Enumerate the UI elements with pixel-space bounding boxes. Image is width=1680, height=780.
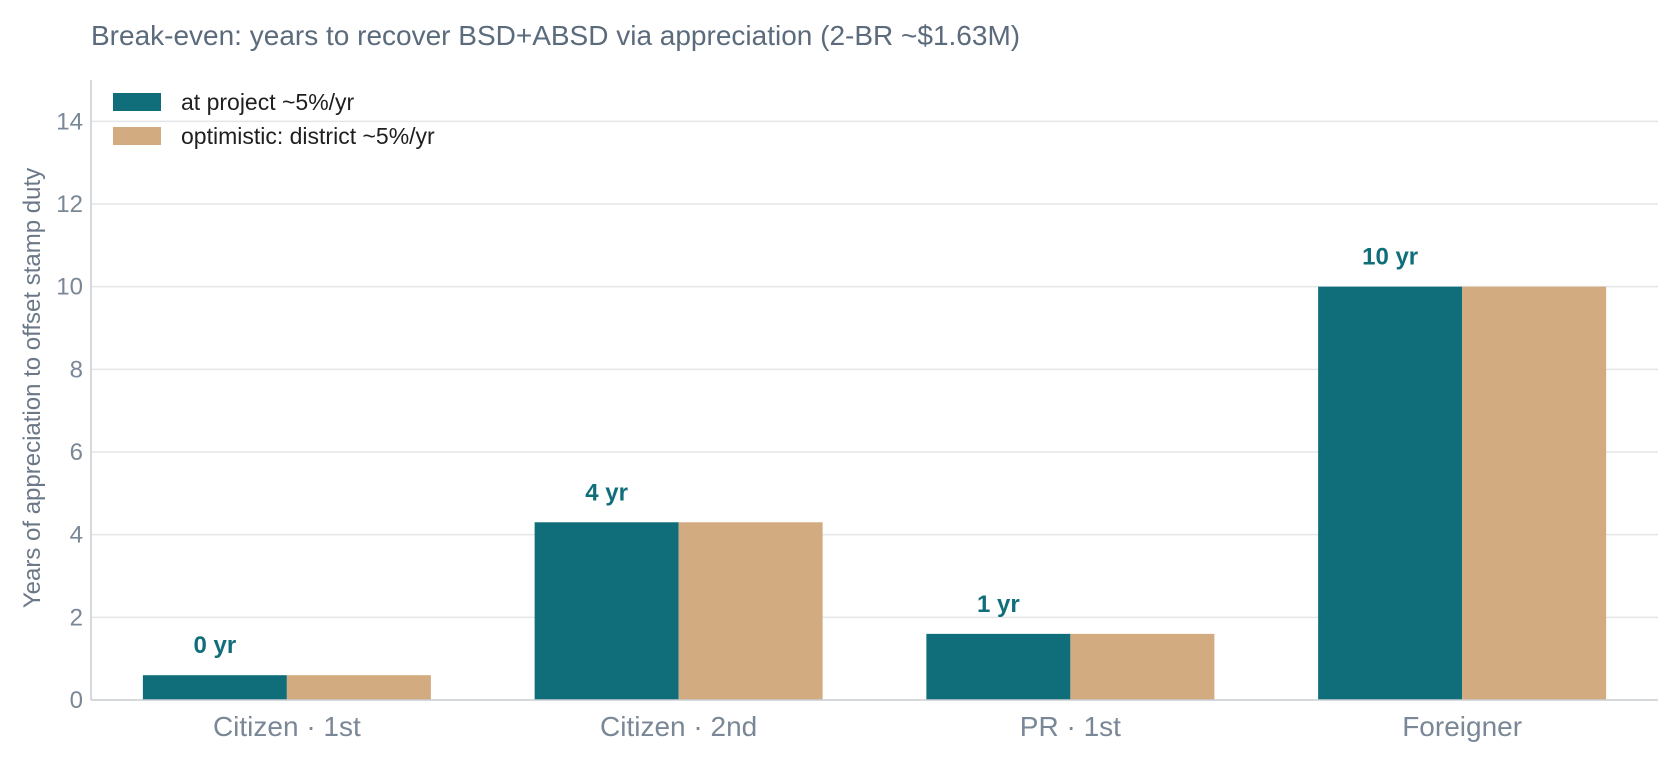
bar bbox=[926, 633, 1071, 700]
y-tick-label: 4 bbox=[70, 522, 83, 549]
bar bbox=[534, 522, 679, 700]
bar bbox=[1070, 633, 1215, 700]
legend-label: at project ~5%/yr bbox=[181, 89, 355, 115]
data-labels: 0 yr 4 yr 1 yr 10 yr bbox=[194, 244, 1419, 660]
bar bbox=[1462, 286, 1607, 700]
legend-swatch bbox=[113, 93, 161, 111]
x-tick-label: Citizen · 2nd bbox=[600, 711, 757, 742]
y-tick-label: 10 bbox=[56, 274, 83, 301]
legend-swatch bbox=[113, 127, 161, 145]
data-label: 4 yr bbox=[585, 479, 628, 506]
y-axis-title: Years of appreciation to offset stamp du… bbox=[19, 168, 46, 608]
data-label: 10 yr bbox=[1362, 244, 1418, 271]
y-tick-label: 6 bbox=[70, 439, 83, 466]
y-tick-label: 0 bbox=[70, 687, 83, 714]
y-tick-label: 14 bbox=[56, 108, 83, 135]
x-tick-label: Foreigner bbox=[1402, 711, 1522, 742]
bar bbox=[1318, 286, 1463, 700]
axes: 0 2 4 6 8 10 12 14 Citizen · 1st Citizen · 2nd PR … bbox=[56, 80, 1658, 742]
x-tick-label: Citizen · 1st bbox=[213, 711, 361, 742]
bar bbox=[286, 675, 431, 700]
y-tick-label: 2 bbox=[70, 604, 83, 631]
bar bbox=[678, 522, 823, 700]
bar bbox=[142, 675, 287, 700]
bars bbox=[142, 286, 1607, 700]
legend: at project ~5%/yr optimistic: district ~5… bbox=[113, 89, 435, 149]
x-tick-label: PR · 1st bbox=[1020, 711, 1121, 742]
gridlines bbox=[91, 120, 1658, 619]
data-label: 0 yr bbox=[194, 632, 237, 659]
y-tick-label: 12 bbox=[56, 191, 83, 218]
data-label: 1 yr bbox=[977, 591, 1020, 618]
legend-label: optimistic: district ~5%/yr bbox=[181, 123, 435, 149]
y-tick-label: 8 bbox=[70, 356, 83, 383]
chart-title: Break-even: years to recover BSD+ABSD vi… bbox=[91, 20, 1020, 51]
